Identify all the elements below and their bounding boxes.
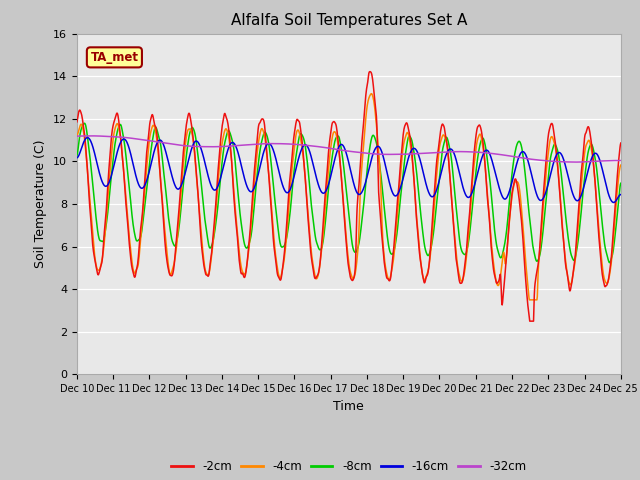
Y-axis label: Soil Temperature (C): Soil Temperature (C) — [35, 140, 47, 268]
Legend: -2cm, -4cm, -8cm, -16cm, -32cm: -2cm, -4cm, -8cm, -16cm, -32cm — [166, 455, 531, 478]
Title: Alfalfa Soil Temperatures Set A: Alfalfa Soil Temperatures Set A — [230, 13, 467, 28]
X-axis label: Time: Time — [333, 400, 364, 413]
Text: TA_met: TA_met — [90, 51, 138, 64]
